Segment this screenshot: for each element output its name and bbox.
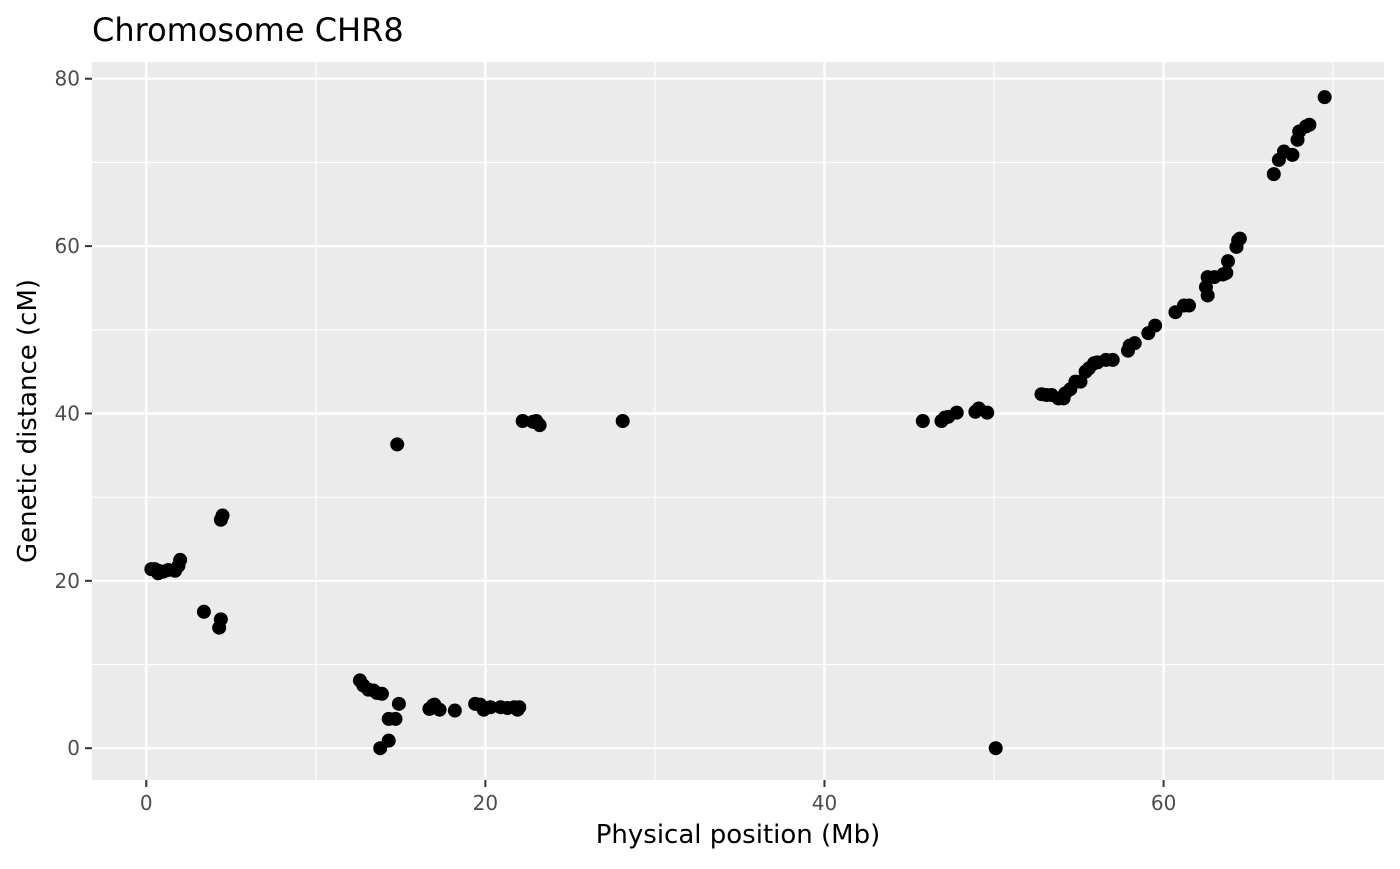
data-point [381,733,396,748]
data-point [1105,352,1120,367]
data-point [483,700,498,715]
x-tick-label: 60 [1151,791,1176,815]
data-point [1302,117,1317,132]
data-point [388,711,403,726]
data-point [196,604,211,619]
data-point [1317,90,1332,105]
data-point [532,418,547,433]
data-point [1285,147,1300,162]
data-points [144,90,1332,756]
data-point [988,741,1003,756]
y-tick-label: 80 [55,67,80,91]
y-axis-label: Genetic distance (cM) [13,279,43,563]
major-gridlines [92,62,1384,780]
data-point [432,702,447,717]
chart-title: Chromosome CHR8 [92,11,404,49]
x-tick-label: 40 [812,791,837,815]
data-point [213,612,228,627]
data-point [173,552,188,567]
data-point [1219,265,1234,280]
plot-panel [92,62,1384,780]
data-point [1200,288,1215,303]
data-point [980,405,995,420]
y-tick-label: 60 [55,234,80,258]
data-point [391,696,406,711]
x-axis-label: Physical position (Mb) [596,820,881,850]
data-point [390,437,405,452]
x-tick-label: 0 [140,791,153,815]
data-point [515,414,530,428]
data-point [215,508,230,523]
data-point [1266,167,1281,182]
data-point [1221,254,1236,269]
y-tick-label: 0 [67,736,80,760]
y-axis: 0 20 40 60 80 [55,67,92,760]
data-point [374,686,389,701]
data-point [447,703,462,718]
y-tick-label: 40 [55,401,80,425]
data-point [512,700,527,715]
data-point [1148,318,1163,333]
data-point [949,405,964,420]
data-point [915,414,930,428]
data-point [1127,336,1142,351]
data-point [615,414,630,428]
x-tick-label: 20 [473,791,498,815]
y-tick-label: 20 [55,569,80,593]
data-point [1182,298,1197,313]
minor-gridlines [92,62,1384,780]
data-point [1232,231,1247,246]
x-axis: 0 20 40 60 [140,780,1176,815]
